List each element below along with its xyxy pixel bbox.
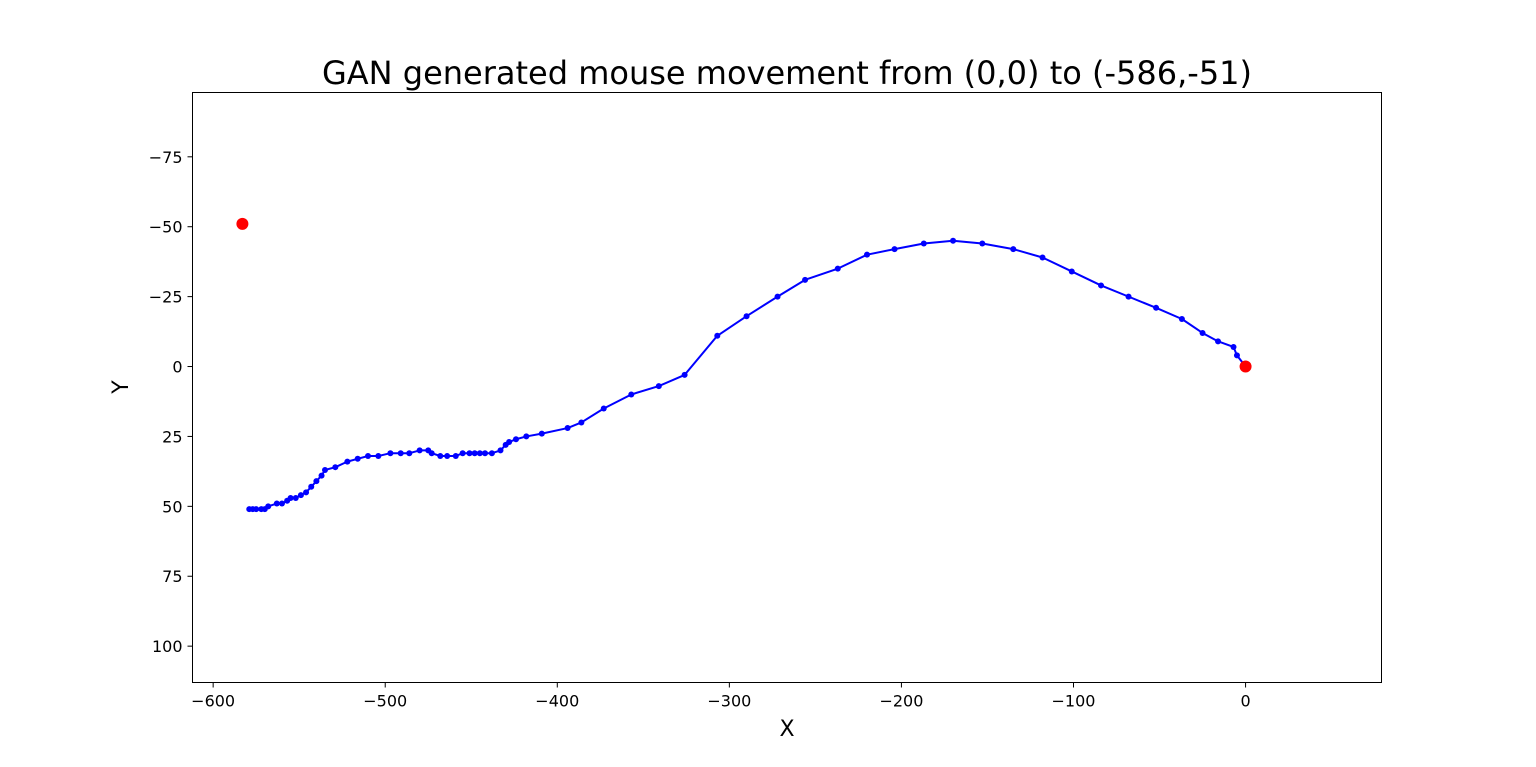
- data-point: [774, 293, 781, 300]
- y-tick-label: 50: [162, 497, 182, 516]
- data-point: [425, 447, 432, 454]
- x-tick-label: −500: [363, 692, 407, 711]
- data-point: [365, 453, 372, 460]
- data-point: [950, 237, 957, 244]
- data-point: [1230, 343, 1237, 350]
- data-point: [1178, 315, 1185, 322]
- endpoint-marker: [236, 217, 249, 230]
- data-point: [482, 450, 489, 457]
- data-point: [278, 500, 285, 507]
- data-point: [834, 265, 841, 272]
- data-point: [600, 405, 607, 412]
- x-tick-label: −600: [191, 692, 235, 711]
- data-point: [444, 453, 451, 460]
- data-point: [246, 506, 253, 513]
- data-point: [655, 383, 662, 390]
- data-point: [471, 450, 478, 457]
- data-point: [743, 313, 750, 320]
- data-point: [1098, 282, 1105, 289]
- x-tick-label: −400: [535, 692, 579, 711]
- y-tick-label: 25: [162, 427, 182, 446]
- data-point: [1215, 338, 1222, 345]
- data-point: [864, 251, 871, 258]
- data-point: [488, 450, 495, 457]
- data-point: [318, 472, 325, 479]
- data-point: [1010, 246, 1017, 253]
- data-point: [303, 489, 310, 496]
- chart-title: GAN generated mouse movement from (0,0) …: [322, 54, 1252, 92]
- y-tick-label: 75: [162, 567, 182, 586]
- data-point: [313, 478, 320, 485]
- y-tick-label: −75: [149, 148, 183, 167]
- endpoint-marker: [1239, 360, 1252, 373]
- x-tick-label: −300: [707, 692, 751, 711]
- data-point: [920, 240, 927, 247]
- y-tick-label: 0: [172, 358, 182, 377]
- data-point: [354, 455, 361, 462]
- data-point: [1199, 329, 1206, 336]
- data-point: [387, 450, 394, 457]
- data-point: [437, 453, 444, 460]
- data-point: [502, 441, 509, 448]
- plot-area: [236, 217, 1252, 513]
- data-point: [292, 494, 299, 501]
- data-point: [1125, 293, 1132, 300]
- plot-frame: [192, 92, 1382, 683]
- y-tick-label: 100: [152, 637, 183, 656]
- x-tick-label: −100: [1052, 692, 1096, 711]
- data-point: [321, 466, 328, 473]
- x-axis-title: X: [779, 717, 794, 742]
- data-point: [397, 450, 404, 457]
- y-axis-title: Y: [109, 380, 134, 395]
- data-point: [523, 433, 530, 440]
- data-point: [681, 371, 688, 378]
- data-point: [344, 458, 351, 465]
- data-point: [466, 450, 473, 457]
- data-point: [1153, 304, 1160, 311]
- data-point: [308, 483, 315, 490]
- data-point: [476, 450, 483, 457]
- data-point: [538, 430, 545, 437]
- data-point: [714, 332, 721, 339]
- data-point: [1068, 268, 1075, 275]
- data-point: [891, 246, 898, 253]
- data-point: [273, 500, 280, 507]
- data-point: [375, 453, 382, 460]
- data-point: [497, 447, 504, 454]
- data-point: [628, 391, 635, 398]
- data-point: [284, 497, 291, 504]
- data-point: [512, 436, 519, 443]
- data-point: [802, 276, 809, 283]
- data-point: [979, 240, 986, 247]
- data-point: [258, 506, 265, 513]
- x-tick-label: 0: [1240, 692, 1250, 711]
- data-point: [452, 453, 459, 460]
- y-tick-label: −50: [149, 218, 183, 237]
- data-point: [578, 419, 585, 426]
- data-point: [416, 447, 423, 454]
- data-point: [564, 425, 571, 432]
- data-point: [1039, 254, 1046, 261]
- data-point: [332, 464, 339, 471]
- data-point: [1233, 352, 1240, 359]
- data-point: [297, 492, 304, 499]
- y-axis: −75 −50 −25 0 25 50 75 100: [149, 148, 193, 656]
- y-tick-label: −25: [149, 288, 183, 307]
- data-point: [459, 450, 466, 457]
- x-axis: −600 −500 −400 −300 −200 −100 0: [191, 682, 1251, 711]
- data-point: [406, 450, 413, 457]
- x-tick-label: −200: [879, 692, 923, 711]
